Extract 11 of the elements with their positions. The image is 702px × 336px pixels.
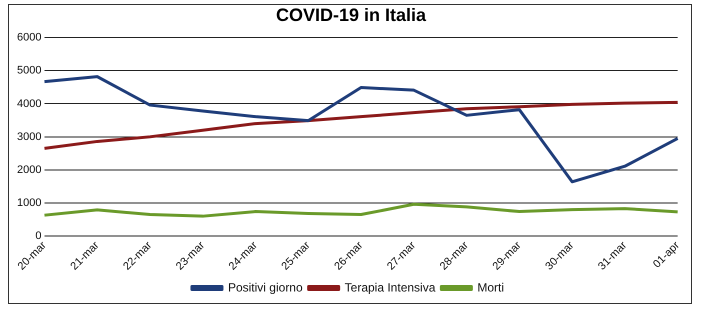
legend-label: Terapia Intensiva: [344, 280, 436, 294]
y-tick-label: 0: [35, 230, 42, 242]
y-tick-label: 3000: [16, 130, 42, 143]
y-tick-label: 4000: [16, 98, 42, 110]
y-tick-label: 2000: [16, 164, 42, 176]
legend-label: Morti: [477, 280, 504, 294]
chart-title: COVID-19 in Italia: [274, 4, 428, 26]
y-tick-label: 1000: [16, 196, 42, 209]
y-tick-label: 5000: [16, 64, 42, 77]
y-tick-label: 6000: [16, 32, 42, 44]
legend-label: Positivi giorno: [228, 280, 303, 294]
